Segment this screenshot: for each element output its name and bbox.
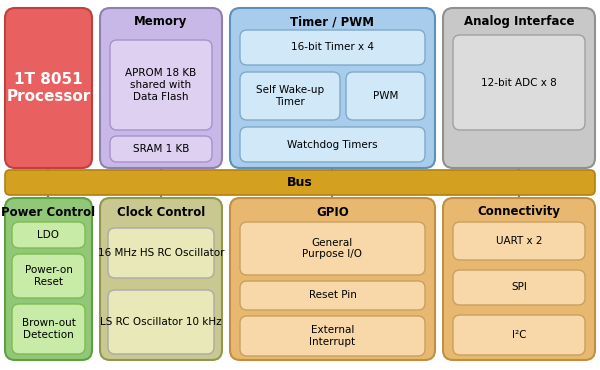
FancyBboxPatch shape bbox=[240, 127, 425, 162]
Text: Clock Control: Clock Control bbox=[117, 205, 205, 219]
Text: LS RC Oscillator 10 kHz: LS RC Oscillator 10 kHz bbox=[100, 317, 222, 327]
FancyBboxPatch shape bbox=[240, 281, 425, 310]
Text: PWM: PWM bbox=[373, 91, 398, 101]
Text: Timer / PWM: Timer / PWM bbox=[290, 16, 374, 28]
FancyBboxPatch shape bbox=[230, 8, 435, 168]
FancyBboxPatch shape bbox=[108, 228, 214, 278]
FancyBboxPatch shape bbox=[12, 254, 85, 298]
FancyBboxPatch shape bbox=[230, 198, 435, 360]
FancyBboxPatch shape bbox=[443, 198, 595, 360]
Text: 12-bit ADC x 8: 12-bit ADC x 8 bbox=[481, 77, 557, 87]
FancyBboxPatch shape bbox=[346, 72, 425, 120]
Text: GPIO: GPIO bbox=[316, 205, 349, 219]
FancyBboxPatch shape bbox=[12, 222, 85, 248]
Text: General
Purpose I/O: General Purpose I/O bbox=[302, 238, 362, 259]
Text: UART x 2: UART x 2 bbox=[496, 236, 542, 246]
Text: Self Wake-up
Timer: Self Wake-up Timer bbox=[256, 85, 324, 107]
FancyBboxPatch shape bbox=[100, 8, 222, 168]
FancyBboxPatch shape bbox=[443, 8, 595, 168]
FancyBboxPatch shape bbox=[5, 8, 92, 168]
Text: Analog Interface: Analog Interface bbox=[464, 16, 574, 28]
FancyBboxPatch shape bbox=[110, 136, 212, 162]
FancyBboxPatch shape bbox=[240, 30, 425, 65]
FancyBboxPatch shape bbox=[453, 222, 585, 260]
Text: I²C: I²C bbox=[512, 330, 526, 340]
Text: SRAM 1 KB: SRAM 1 KB bbox=[133, 144, 189, 154]
FancyBboxPatch shape bbox=[453, 35, 585, 130]
Text: 1T 8051
Processor: 1T 8051 Processor bbox=[7, 72, 91, 104]
Text: 16 MHz HS RC Oscillator: 16 MHz HS RC Oscillator bbox=[98, 248, 224, 258]
Text: 16-bit Timer x 4: 16-bit Timer x 4 bbox=[291, 43, 374, 53]
Text: Power Control: Power Control bbox=[1, 205, 95, 219]
FancyBboxPatch shape bbox=[108, 290, 214, 354]
Text: External
Interrupt: External Interrupt bbox=[310, 325, 356, 347]
Text: APROM 18 KB
shared with
Data Flash: APROM 18 KB shared with Data Flash bbox=[125, 68, 197, 102]
Text: Memory: Memory bbox=[134, 16, 188, 28]
Text: Brown-out
Detection: Brown-out Detection bbox=[22, 318, 76, 340]
Text: Bus: Bus bbox=[287, 176, 313, 189]
FancyBboxPatch shape bbox=[110, 40, 212, 130]
Text: Watchdog Timers: Watchdog Timers bbox=[287, 139, 378, 149]
Text: Power-on
Reset: Power-on Reset bbox=[25, 265, 73, 287]
Text: SPI: SPI bbox=[511, 283, 527, 293]
FancyBboxPatch shape bbox=[5, 170, 595, 195]
FancyBboxPatch shape bbox=[453, 315, 585, 355]
FancyBboxPatch shape bbox=[240, 72, 340, 120]
Text: Reset Pin: Reset Pin bbox=[308, 290, 356, 300]
FancyBboxPatch shape bbox=[453, 270, 585, 305]
FancyBboxPatch shape bbox=[5, 198, 92, 360]
FancyBboxPatch shape bbox=[240, 222, 425, 275]
Text: Connectivity: Connectivity bbox=[478, 205, 560, 219]
FancyBboxPatch shape bbox=[240, 316, 425, 356]
FancyBboxPatch shape bbox=[100, 198, 222, 360]
FancyBboxPatch shape bbox=[12, 304, 85, 354]
Text: LDO: LDO bbox=[37, 230, 59, 240]
